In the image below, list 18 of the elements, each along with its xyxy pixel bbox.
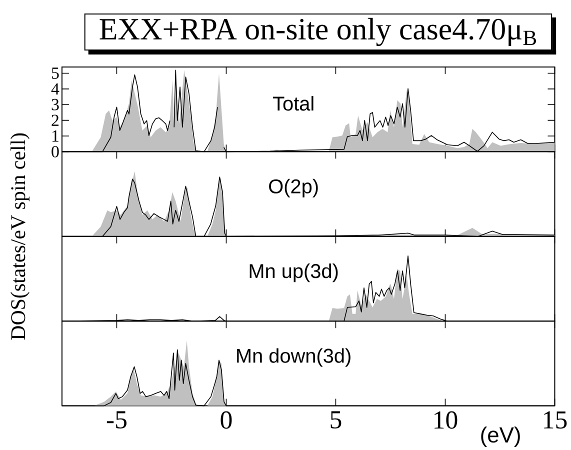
y-tick-label: 2 — [52, 114, 59, 126]
x-axis-title: (eV) — [481, 426, 520, 447]
x-tick-label: 0 — [220, 411, 232, 429]
x-tick-label: -5 — [106, 411, 126, 428]
y-tick-label: 1 — [52, 130, 58, 142]
x-tick-label: 10 — [434, 411, 458, 429]
y-axis-title: DOS(states/eV spin cell) — [10, 133, 30, 340]
y-tick-label: 5 — [52, 67, 59, 79]
y-tick-label: 0 — [52, 146, 59, 158]
y-tick-label: 3 — [52, 98, 59, 110]
chart-title: EXX+RPA on-site only case4.70μ$_{B}$ — [100, 18, 536, 46]
x-tick-label: 5 — [330, 411, 342, 428]
annotation: Mn up(3d) — [250, 263, 338, 282]
annotation: Total — [272, 96, 314, 111]
annotation: O(2p) — [269, 178, 318, 198]
x-tick-label: 15 — [544, 411, 567, 429]
annotation: Mn down(3d) — [237, 348, 350, 367]
y-tick-label: 4 — [51, 83, 60, 94]
